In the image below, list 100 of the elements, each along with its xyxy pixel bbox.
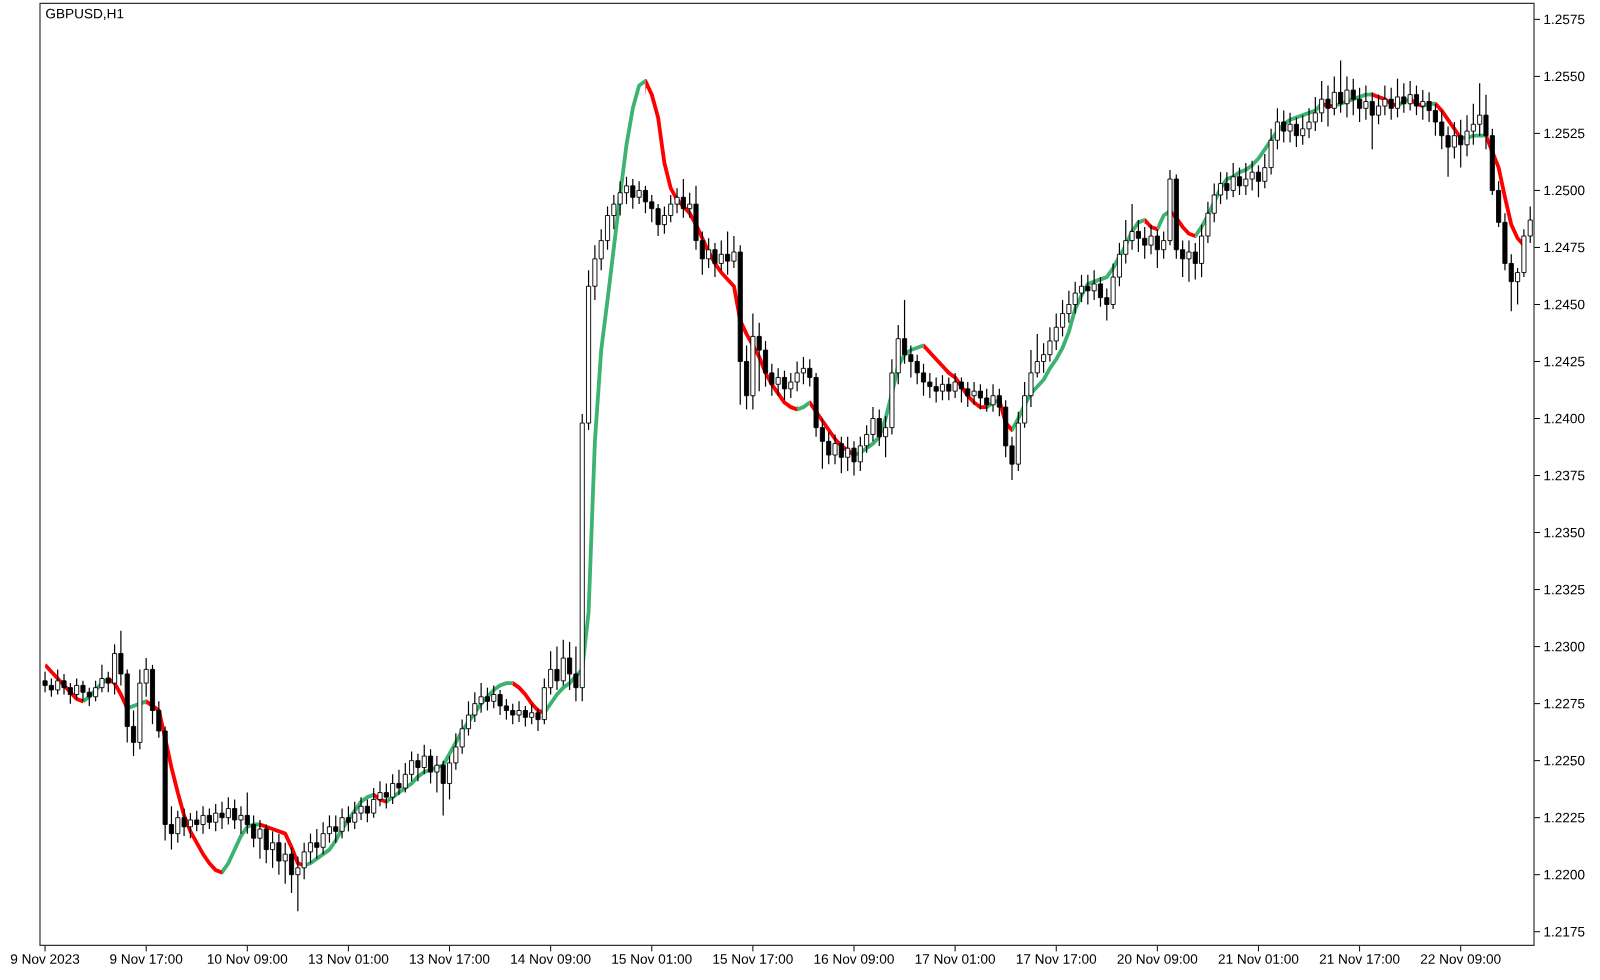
candlestick [529, 703, 535, 725]
candlestick [680, 178, 686, 219]
candlestick [1319, 80, 1325, 123]
candlestick [1357, 87, 1363, 123]
candlestick [1255, 164, 1261, 198]
candlestick [42, 671, 48, 693]
candlestick [952, 372, 958, 399]
candlestick [990, 383, 996, 413]
candlestick [1325, 84, 1331, 128]
candlestick [390, 773, 396, 805]
candlestick [1072, 281, 1078, 315]
candlestick [352, 801, 358, 830]
candlestick [1300, 114, 1306, 146]
candlestick [181, 807, 187, 837]
candlestick [630, 178, 636, 210]
candlestick [1154, 228, 1160, 269]
candlestick [187, 812, 193, 839]
candlestick [1407, 80, 1413, 112]
candlestick [845, 436, 851, 472]
candlestick [1287, 112, 1293, 144]
candlestick [522, 705, 528, 728]
candlestick [642, 185, 648, 214]
candlestick [1085, 274, 1091, 306]
candlestick [939, 374, 946, 401]
candlestick [61, 673, 67, 696]
candlestick [421, 744, 427, 775]
candlestick [232, 798, 238, 830]
candlestick [415, 753, 421, 782]
candlestick [219, 801, 225, 830]
candlestick [320, 821, 326, 855]
candlestick [276, 833, 282, 876]
candlestick [510, 703, 516, 725]
candlestick [1401, 82, 1407, 114]
candlestick [478, 682, 484, 714]
candlestick [1236, 167, 1243, 196]
candlestick [706, 237, 712, 269]
candlestick [434, 755, 440, 794]
candlestick [554, 646, 560, 691]
candlestick [1388, 87, 1394, 121]
candlestick [781, 370, 788, 401]
candlestick [1350, 78, 1356, 116]
candlestick [725, 230, 731, 276]
candlestick [560, 639, 566, 686]
candlestick [1293, 116, 1299, 148]
candlestick [832, 433, 838, 465]
candlestick [1420, 89, 1426, 121]
candlestick [1249, 160, 1255, 192]
candlestick [712, 242, 718, 278]
candlestick [1458, 119, 1464, 169]
candlestick [396, 769, 402, 796]
candlestick [984, 388, 990, 413]
candlestick [86, 687, 92, 707]
candlestick [339, 807, 345, 839]
candlestick [225, 796, 231, 826]
candlestick [503, 698, 509, 721]
candlestick [933, 376, 939, 404]
candlestick [1135, 219, 1141, 253]
candlestick [80, 680, 86, 702]
candlestick [484, 687, 490, 712]
candlestick [1142, 226, 1148, 260]
candlestick [1369, 91, 1375, 150]
candlestick [794, 360, 800, 392]
candlestick [1338, 59, 1344, 114]
candlestick [74, 677, 80, 700]
candlestick [920, 363, 927, 397]
candlestick [655, 203, 661, 237]
candlestick [238, 805, 244, 835]
candlestick [1363, 84, 1369, 121]
candlestick [1376, 94, 1382, 125]
candlestick [851, 440, 857, 477]
candlestick [1186, 240, 1192, 283]
candlestick [800, 356, 806, 385]
candlestick [838, 436, 844, 474]
candlestick [1230, 162, 1236, 198]
candlestick [491, 684, 497, 709]
candlestick [977, 383, 983, 410]
candlestick [1394, 78, 1401, 119]
candlestick [345, 805, 351, 832]
candlestick [971, 381, 977, 406]
candlestick [1224, 171, 1230, 201]
candlestick [946, 376, 952, 401]
candlestick [756, 322, 762, 392]
candlestick [67, 682, 73, 705]
candlestick [194, 810, 200, 832]
candlestick [99, 664, 105, 693]
candlestick [333, 814, 339, 844]
candlestick [48, 677, 54, 698]
candlestick [1192, 242, 1198, 280]
candlestick [263, 823, 269, 864]
candlestick [958, 376, 964, 404]
candlestick [282, 842, 288, 885]
candlestick [358, 796, 364, 821]
candlestick [1243, 162, 1249, 196]
candlestick [383, 782, 389, 810]
candlestick [775, 367, 781, 397]
candlestick [1382, 84, 1388, 116]
candlestick [428, 748, 434, 785]
candlestick [1451, 121, 1457, 160]
candlestick [270, 830, 276, 869]
candlestick [200, 805, 206, 835]
